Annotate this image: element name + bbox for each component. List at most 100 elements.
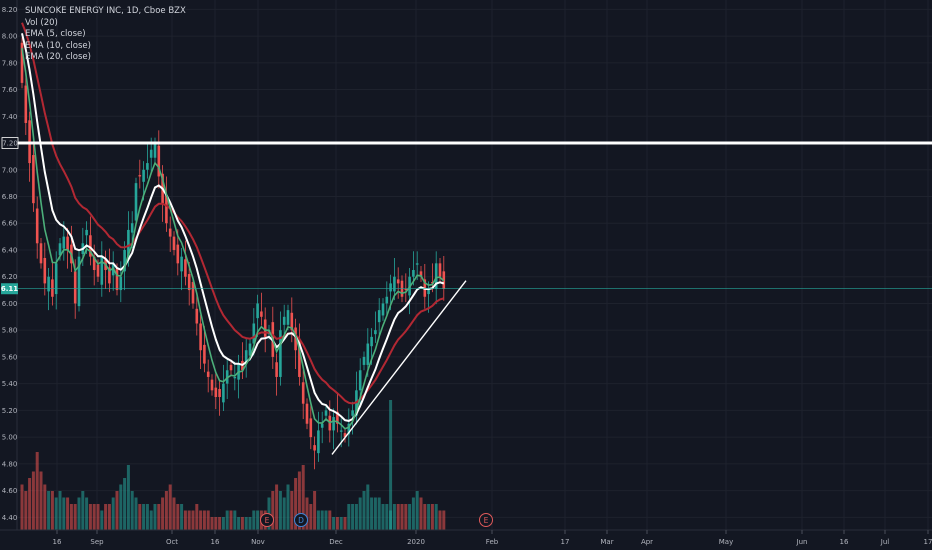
candle-body bbox=[24, 85, 28, 123]
volume-bar bbox=[62, 497, 66, 530]
candle-body bbox=[412, 270, 415, 277]
candle-body bbox=[233, 376, 237, 379]
candle-body bbox=[438, 263, 442, 277]
volume-bar bbox=[206, 510, 210, 530]
volume-bar bbox=[328, 510, 332, 530]
candle-body bbox=[404, 288, 408, 291]
volume-bar bbox=[366, 484, 370, 530]
volume-bar bbox=[96, 504, 100, 530]
volume-bar bbox=[309, 504, 313, 530]
svg-text:D: D bbox=[298, 516, 304, 525]
volume-bar bbox=[24, 491, 28, 530]
candle-body bbox=[263, 319, 267, 337]
x-tick-label: Mar bbox=[600, 538, 613, 546]
candle-body bbox=[248, 343, 252, 356]
volume-bar bbox=[252, 510, 256, 530]
chart-legend: SUNCOKE ENERGY INC, 1D, Cboe BZX Vol (20… bbox=[25, 6, 186, 64]
candle-body bbox=[203, 344, 206, 364]
volume-bar bbox=[104, 504, 108, 530]
volume-bar bbox=[28, 478, 32, 530]
volume-bar bbox=[138, 504, 142, 530]
volume-bar bbox=[47, 491, 51, 530]
candle-body bbox=[419, 271, 423, 277]
candle-body bbox=[206, 371, 210, 377]
ema20-line bbox=[21, 22, 445, 405]
earnings-marker-icon[interactable]: E bbox=[260, 513, 274, 527]
candle-body bbox=[358, 370, 362, 391]
ema5-line bbox=[21, 47, 445, 430]
candle-body bbox=[85, 229, 88, 236]
candle-body bbox=[313, 445, 316, 451]
candle-body bbox=[279, 330, 282, 377]
candle-body bbox=[130, 223, 134, 233]
candle-body bbox=[332, 417, 335, 431]
candle-body bbox=[252, 323, 256, 344]
candle-body bbox=[324, 410, 328, 416]
volume-bar bbox=[130, 491, 134, 530]
volume-bar bbox=[126, 465, 130, 530]
volume-bar bbox=[271, 491, 275, 530]
dividend-marker-icon[interactable]: D bbox=[294, 513, 308, 527]
volume-bar bbox=[187, 510, 191, 530]
volume-bar bbox=[81, 491, 85, 530]
candle-body bbox=[339, 430, 343, 432]
time-axis[interactable]: 16 Sep Oct 16 Nov Dec 2020 Feb 17 Mar Apr May Jun 16 J… bbox=[0, 529, 932, 550]
volume-bar bbox=[20, 484, 24, 530]
candle-body bbox=[35, 208, 39, 244]
candle-body bbox=[301, 382, 305, 404]
x-tick-label: 16 bbox=[840, 538, 849, 546]
candle-body bbox=[305, 403, 309, 424]
volume-bar bbox=[77, 497, 81, 530]
earnings-marker-icon[interactable]: E bbox=[479, 513, 493, 527]
candle-body bbox=[184, 259, 187, 277]
volume-bar bbox=[408, 504, 412, 530]
volume-bar bbox=[115, 491, 119, 530]
candle-body bbox=[108, 267, 111, 284]
svg-text:E: E bbox=[484, 516, 489, 525]
volume-bar bbox=[423, 504, 427, 530]
y-tick-label: 4.40 bbox=[2, 514, 18, 522]
volume-bar bbox=[218, 517, 222, 530]
volume-bar bbox=[31, 471, 35, 530]
volume-bar bbox=[164, 491, 168, 530]
legend-ema5[interactable]: EMA (5, close) bbox=[25, 29, 86, 39]
legend-ema10[interactable]: EMA (10, close) bbox=[25, 40, 91, 51]
volume-bar bbox=[332, 517, 336, 530]
candle-body bbox=[115, 268, 119, 291]
x-tick-label: May bbox=[719, 538, 733, 546]
candle-body bbox=[134, 183, 138, 221]
volume-bar bbox=[415, 491, 419, 530]
volume-bar bbox=[324, 510, 328, 530]
candle-body bbox=[389, 283, 392, 292]
candle-body bbox=[51, 279, 54, 297]
candle-body bbox=[370, 336, 373, 347]
y-tick-label: 5.80 bbox=[2, 327, 18, 335]
volume-bar bbox=[354, 504, 358, 530]
y-tick-label: 6.60 bbox=[2, 220, 18, 228]
volume-bar bbox=[256, 510, 260, 530]
volume-bar bbox=[237, 517, 241, 530]
volume-bar bbox=[58, 491, 62, 530]
x-tick-label: Oct bbox=[166, 538, 178, 546]
volume-bar bbox=[183, 510, 187, 530]
candle-body bbox=[320, 423, 324, 428]
volume-bar bbox=[278, 491, 282, 530]
volume-bar bbox=[373, 497, 377, 530]
ema10-line bbox=[21, 33, 445, 422]
candle-body bbox=[222, 383, 225, 403]
volume-bar bbox=[233, 510, 237, 530]
trendline[interactable] bbox=[331, 280, 467, 455]
candle-body bbox=[20, 42, 24, 83]
volume-bar bbox=[320, 510, 324, 530]
symbol-title[interactable]: SUNCOKE ENERGY INC, 1D, Cboe BZX bbox=[25, 6, 186, 16]
volume-bar bbox=[385, 504, 389, 530]
candle-body bbox=[275, 362, 278, 377]
candle-body bbox=[309, 418, 313, 438]
volume-bar bbox=[396, 504, 400, 530]
legend-volume[interactable]: Vol (20) bbox=[25, 17, 58, 28]
x-tick-label: Nov bbox=[251, 538, 265, 546]
price-axis[interactable]: 8.20 8.00 7.80 7.60 7.40 7.20 7.00 6.80 6.60 6.40… bbox=[0, 0, 18, 550]
legend-ema20[interactable]: EMA (20, close) bbox=[25, 52, 91, 62]
